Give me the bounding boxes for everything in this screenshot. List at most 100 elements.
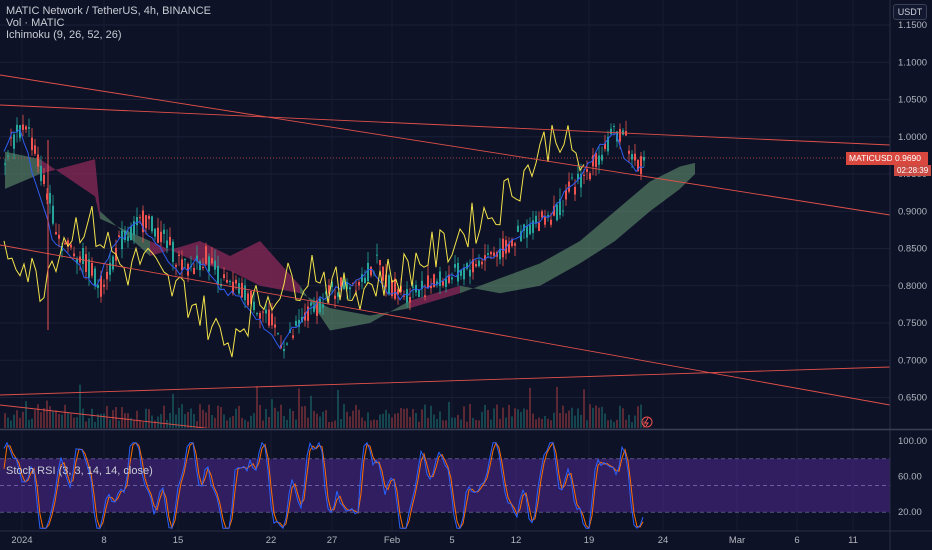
base-line [3, 128, 645, 350]
volume-bar [34, 409, 36, 428]
volume-bar [571, 407, 573, 428]
candle-body [4, 163, 6, 165]
volume-bar [256, 386, 258, 428]
candle-body [361, 274, 363, 282]
candle-body [574, 186, 576, 195]
volume-bar [31, 418, 33, 428]
volume-bar [526, 409, 528, 428]
candle-body [613, 126, 615, 128]
candle-body [466, 263, 468, 269]
volume-bar [520, 411, 522, 428]
volume-bar [517, 409, 519, 428]
candle-body [130, 226, 132, 241]
candle-body [313, 305, 315, 312]
volume-bar [73, 417, 75, 428]
volume-bar [211, 414, 213, 428]
candle-body [325, 291, 327, 295]
volume-bar [505, 417, 507, 428]
candle-body [67, 240, 69, 247]
volume-bar [142, 421, 144, 428]
volume-bar [400, 407, 402, 428]
candle-body [82, 248, 84, 264]
volume-bar [577, 408, 579, 428]
candle-body [7, 155, 9, 157]
alert-icon[interactable] [641, 416, 653, 428]
candle-body [337, 292, 339, 297]
volume-bar [7, 417, 9, 428]
candle-body [208, 256, 210, 272]
candle-body [316, 300, 318, 316]
candle-body [172, 241, 174, 262]
volume-bar [190, 408, 192, 428]
ichimoku-legend[interactable]: Ichimoku (9, 26, 52, 26) [6, 29, 122, 41]
candle-body [76, 259, 78, 264]
candle-body [382, 266, 384, 281]
cloud-segment [500, 263, 540, 294]
volume-bar [223, 414, 225, 428]
volume-bar [160, 414, 162, 428]
volume-bar [103, 413, 105, 428]
candle-body [271, 313, 273, 326]
candle-body [268, 309, 270, 326]
candle-body [253, 301, 255, 311]
volume-bar [13, 414, 15, 428]
trendlines[interactable] [0, 74, 890, 505]
volume-bar [352, 410, 354, 428]
volume-bar [559, 412, 561, 428]
volume-bar [16, 410, 18, 428]
volume-bar [280, 404, 282, 428]
candle-body [40, 165, 42, 182]
candle-body [64, 243, 66, 245]
candle-body [364, 277, 366, 283]
volume-bars [4, 384, 645, 428]
price-tick-label: 0.7500 [898, 318, 927, 329]
candle-body [229, 281, 231, 283]
candle-body [535, 215, 537, 223]
candle-body [355, 290, 357, 292]
candle-body [100, 275, 102, 297]
volume-bar [46, 400, 48, 428]
volume-bar [442, 420, 444, 428]
candle-body [643, 157, 645, 161]
volume-bar [136, 410, 138, 428]
volume-bar [133, 419, 135, 428]
price-tick-label: 0.8500 [898, 244, 927, 255]
candle-body [136, 217, 138, 226]
stoch-k-line [3, 441, 644, 530]
candle-body [538, 222, 540, 231]
candle-body [256, 313, 258, 315]
cloud-segment [540, 241, 580, 286]
currency-button[interactable]: USDT [893, 4, 927, 20]
volume-bar [385, 409, 387, 428]
volume-bar [196, 421, 198, 428]
volume-bar [70, 413, 72, 428]
volume-legend[interactable]: Vol · MATIC [6, 17, 65, 29]
candle-body [187, 263, 189, 276]
time-axis-labels: 2024 8 15 22 27 Feb 5 12 19 24 Mar 6 11 [11, 535, 858, 546]
volume-bar [568, 410, 570, 428]
volume-bar [523, 408, 525, 428]
volume-bar [595, 405, 597, 428]
volume-bar [277, 411, 279, 428]
candle-body [472, 259, 474, 273]
volume-bar [448, 401, 450, 428]
time-tick-label: 27 [327, 535, 338, 546]
time-tick-label: Feb [384, 535, 400, 546]
candle-body [28, 127, 30, 129]
volume-bar [322, 411, 324, 428]
volume-bar [604, 413, 606, 428]
volume-bar [349, 416, 351, 428]
stoch-rsi-legend[interactable]: Stoch RSI (3, 3, 14, 14, close) [6, 465, 153, 477]
cloud-segment [370, 300, 410, 323]
volume-bar [319, 416, 321, 428]
volume-bar [262, 420, 264, 428]
volume-bar [202, 409, 204, 428]
volume-bar [337, 389, 339, 428]
volume-bar [148, 409, 150, 428]
volume-bar [622, 408, 624, 428]
candle-body [352, 282, 354, 284]
candle-body [151, 216, 153, 232]
volume-bar [544, 415, 546, 428]
